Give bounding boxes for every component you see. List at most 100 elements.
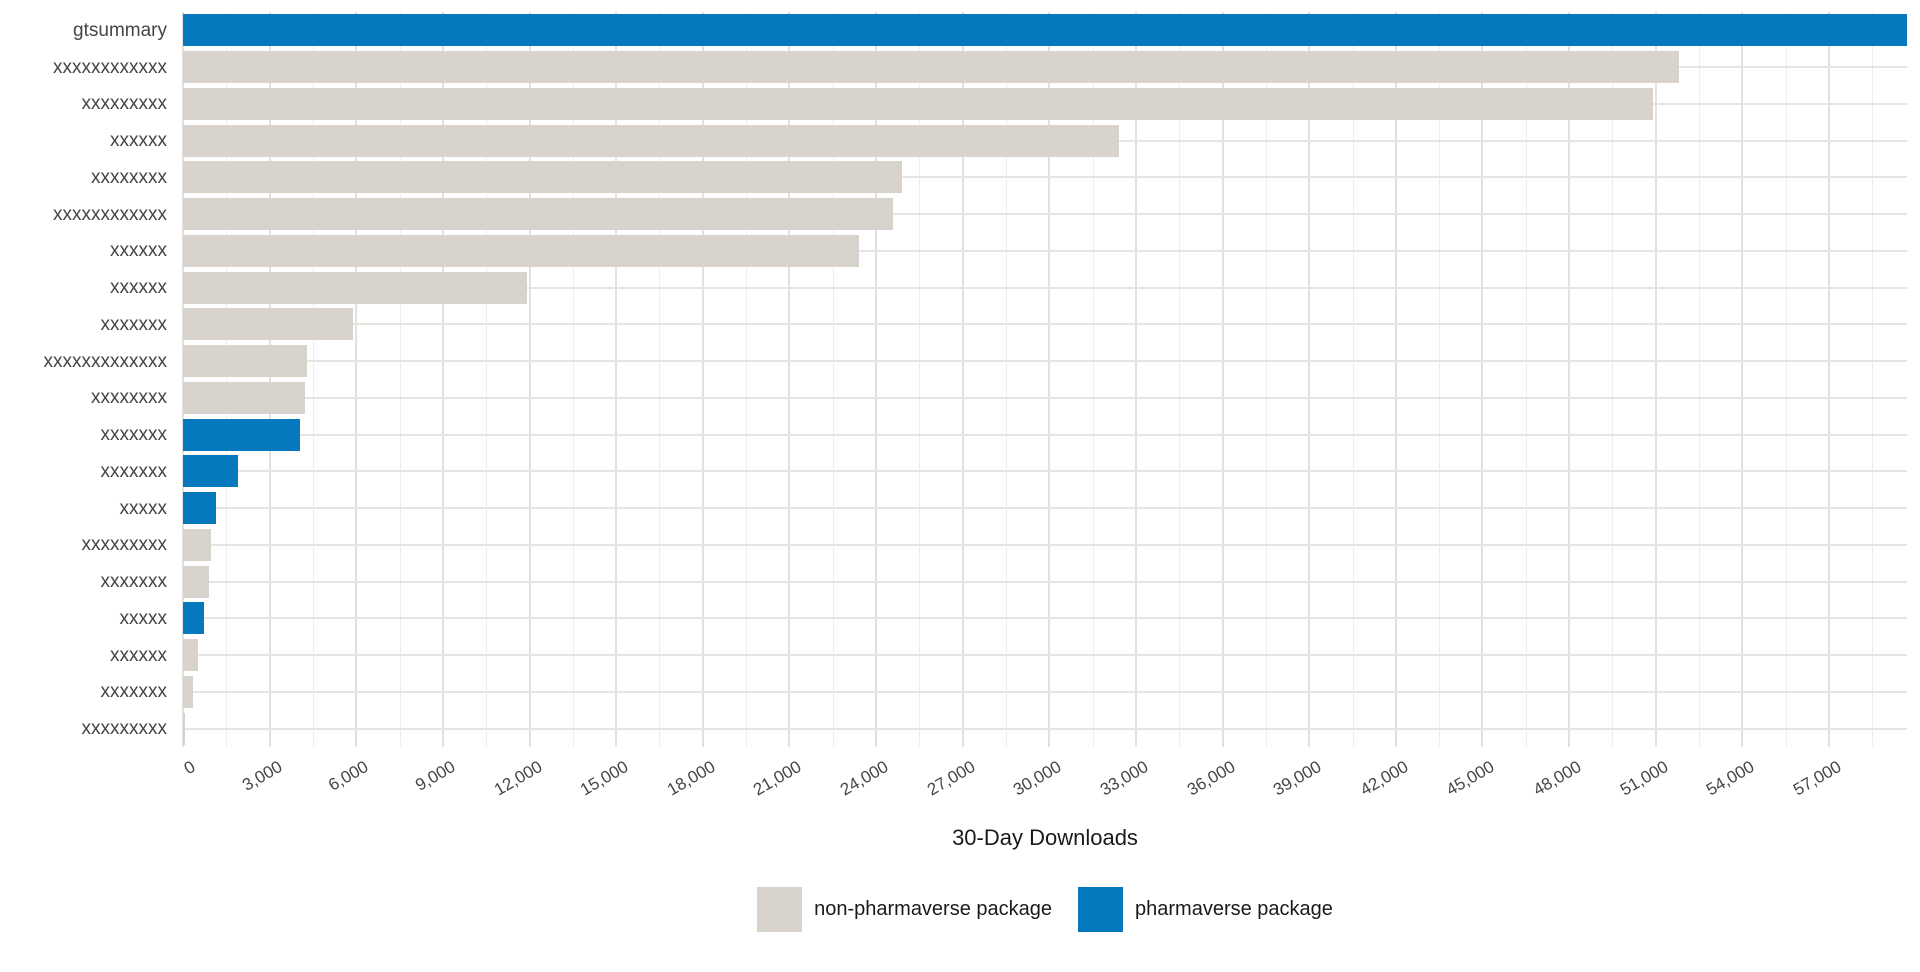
bar-xxxxxxxxx — [183, 87, 1653, 120]
bar-xxxxxxx — [183, 455, 239, 488]
gridline-horizontal — [183, 470, 1907, 473]
bar-xxxxxxx — [183, 308, 354, 341]
bar-track — [183, 674, 1907, 711]
gridline-major — [1134, 12, 1137, 747]
x-tick-label: 0 — [180, 757, 199, 779]
bar-row: xxxxxxxxx — [0, 710, 1907, 747]
x-tick-label: 39,000 — [1270, 757, 1325, 800]
bar-xxxxxx — [183, 234, 859, 267]
gridline-major — [355, 12, 358, 747]
bar-row: xxxxxx — [0, 637, 1907, 674]
gridline-minor — [659, 12, 661, 747]
gridline-major — [1654, 12, 1657, 747]
bar-row: xxxxxxxxxxxxx — [0, 343, 1907, 380]
x-tick-label: 15,000 — [577, 757, 632, 800]
x-tick-label: 21,000 — [750, 757, 805, 800]
bar-row: xxxxxxxxx — [0, 527, 1907, 564]
legend-item: non-pharmaverse package — [757, 887, 1052, 932]
legend: non-pharmaverse package pharmaverse packa… — [0, 887, 1920, 932]
bar-xxxxxxxxxxxx — [183, 198, 894, 231]
bar-xxxxxxxxx — [183, 712, 186, 745]
bar-row: xxxxxxxx — [0, 380, 1907, 417]
gridline-major — [528, 12, 531, 747]
gridline-minor — [1872, 12, 1874, 747]
bar-row: xxxxxxx — [0, 563, 1907, 600]
gridline-horizontal — [183, 213, 1907, 216]
gridline-major — [701, 12, 704, 747]
x-axis-title: 30-Day Downloads — [952, 825, 1138, 850]
gridline-horizontal — [183, 617, 1907, 620]
legend-swatch — [757, 887, 803, 932]
gridline-major — [182, 12, 184, 747]
gridline-minor — [1785, 12, 1787, 747]
gridline-major — [268, 12, 271, 747]
gridline-minor — [312, 12, 314, 747]
x-tick-label: 42,000 — [1356, 757, 1412, 800]
bar-xxxxx — [183, 492, 217, 525]
x-tick-label: 9,000 — [412, 757, 459, 795]
gridline-minor — [1352, 12, 1354, 747]
y-axis-label: xxxxxxxxxxxx — [53, 203, 167, 225]
bar-track — [183, 710, 1907, 747]
y-axis-label: xxxxxxxxx — [81, 534, 168, 556]
gridline-minor — [486, 12, 488, 747]
gridline-major — [1221, 12, 1224, 747]
y-axis-label: xxxxxxx — [100, 424, 168, 446]
gridline-horizontal — [183, 249, 1907, 252]
gridline-minor — [1179, 12, 1181, 747]
bar-xxxxxx — [183, 271, 527, 304]
gridline-horizontal — [183, 727, 1907, 730]
bar-track — [183, 122, 1907, 159]
gridline-major — [1741, 12, 1744, 747]
bar-row: xxxxxx — [0, 233, 1907, 270]
gridline-major — [441, 12, 444, 747]
gridline-minor — [1612, 12, 1614, 747]
x-tick-label: 54,000 — [1703, 757, 1758, 800]
bar-row: gtsummary — [0, 12, 1907, 49]
x-tick-label: 36,000 — [1183, 757, 1239, 800]
gridline-minor — [572, 12, 574, 747]
bar-xxxxxxxxx — [183, 528, 212, 561]
gridline-major — [1828, 12, 1831, 747]
gridline-horizontal — [183, 543, 1907, 546]
bar-row: xxxxx — [0, 490, 1907, 527]
bar-track — [183, 196, 1907, 233]
x-tick-label: 6,000 — [325, 757, 372, 795]
gridline-major — [615, 12, 618, 747]
bar-track — [183, 490, 1907, 527]
gridline-major — [788, 12, 791, 747]
gridline-major — [1048, 12, 1051, 747]
gridline-minor — [1265, 12, 1267, 747]
bar-xxxxxxx — [183, 565, 209, 598]
bar-track — [183, 637, 1907, 674]
bar-row: xxxxxxxxxxxx — [0, 49, 1907, 86]
y-axis-label: xxxxxx — [110, 240, 167, 262]
bar-track — [183, 600, 1907, 637]
y-axis-label: xxxxxx — [110, 644, 167, 666]
gridline-minor — [1525, 12, 1527, 747]
bar-track — [183, 233, 1907, 270]
gridline-horizontal — [183, 690, 1907, 693]
gridline-minor — [1699, 12, 1701, 747]
gridline-minor — [399, 12, 401, 747]
x-tick-label: 24,000 — [837, 757, 892, 800]
gridline-horizontal — [183, 580, 1907, 583]
bar-xxxxxx — [183, 639, 198, 672]
x-tick-label: 18,000 — [663, 757, 719, 800]
gridline-minor — [1092, 12, 1094, 747]
gridline-horizontal — [183, 286, 1907, 289]
gridline-major — [1394, 12, 1397, 747]
bar-track — [183, 563, 1907, 600]
y-axis-label: xxxxx — [119, 607, 168, 629]
y-axis-label: xxxxxxxxx — [81, 718, 168, 740]
gridline-minor — [1439, 12, 1441, 747]
y-axis-label: xxxxxxx — [100, 460, 168, 482]
y-axis-label: xxxxxxxxx — [81, 93, 168, 115]
bar-row: xxxxxxx — [0, 453, 1907, 490]
x-tick-label: 3,000 — [238, 757, 286, 795]
gridline-horizontal — [183, 323, 1907, 326]
bar-gtsummary — [183, 14, 1907, 47]
y-axis-label: xxxxxxxxxxxxx — [43, 350, 168, 372]
bar-row: xxxxxxxxxxxx — [0, 196, 1907, 233]
bar-track — [183, 527, 1907, 564]
